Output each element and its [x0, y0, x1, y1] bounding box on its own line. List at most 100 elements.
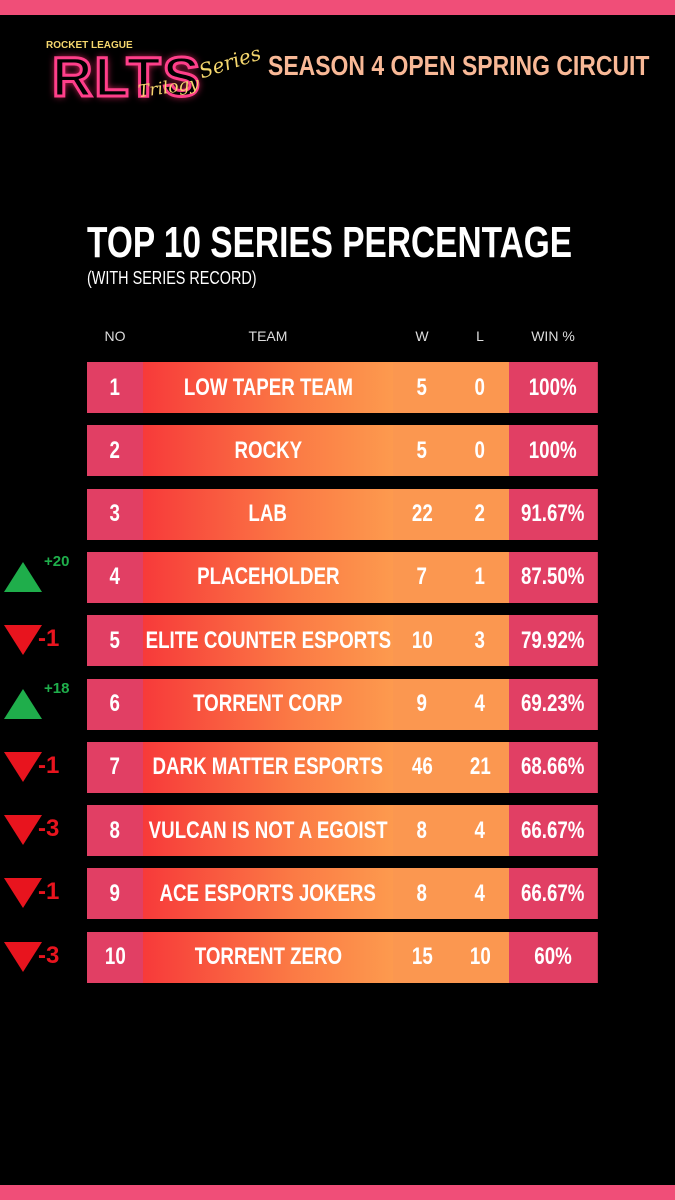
rank-change: -1 — [38, 751, 60, 779]
cell-text: 5 — [109, 626, 121, 654]
table-cell: TORRENT CORP — [143, 678, 394, 730]
table-cell: 7 — [393, 551, 452, 603]
cell-text: 8 — [416, 879, 428, 907]
down-arrow — [4, 751, 42, 782]
cell-text: 2 — [474, 500, 486, 528]
table-cell: VULCAN IS NOT A EGOIST — [143, 805, 394, 857]
table-cell: TORRENT ZERO — [143, 931, 394, 983]
column-header: W — [415, 328, 429, 344]
table-cell: 8 — [393, 868, 452, 920]
cell-text: 5 — [416, 373, 428, 401]
table-cell: 9 — [87, 868, 144, 920]
cell-text: VULCAN IS NOT A EGOIST — [148, 816, 388, 844]
cell-text: 60% — [534, 943, 572, 971]
cell-text: TORRENT ZERO — [194, 943, 342, 971]
table-cell: 4 — [451, 868, 510, 920]
table-cell: LOW TAPER TEAM — [143, 362, 394, 413]
title: TOP 10 SERIES PERCENTAGE — [87, 218, 573, 267]
cell-text: TORRENT CORP — [193, 690, 343, 717]
table-cell: 7 — [87, 741, 144, 793]
cell-text: 6 — [109, 690, 121, 717]
table-cell: 6 — [87, 678, 144, 730]
table-cell: 8 — [393, 805, 452, 857]
table-cell: 1 — [451, 551, 510, 603]
cell-text: 4 — [474, 816, 486, 844]
table-cell: 22 — [393, 488, 452, 540]
table-cell: 10 — [87, 931, 144, 983]
cell-text: 7 — [416, 563, 428, 591]
cell-text: 10 — [104, 943, 126, 971]
up-arrow — [4, 688, 42, 719]
cell-text: 1 — [109, 373, 121, 401]
cell-text: 10 — [411, 626, 433, 654]
cell-text: 4 — [474, 879, 486, 907]
cell-text: 100% — [529, 373, 577, 401]
table-cell: 5 — [393, 362, 452, 413]
cell-text: 15 — [411, 943, 433, 971]
down-arrow — [4, 941, 42, 972]
logo-top: ROCKET LEAGUE — [46, 40, 133, 51]
column-header: TEAM — [248, 328, 288, 344]
cell-text: LAB — [248, 500, 288, 528]
table-cell: 3 — [451, 615, 510, 667]
table-cell: 60% — [509, 931, 598, 983]
cell-text: 3 — [474, 626, 486, 654]
cell-text: LOW TAPER TEAM — [183, 373, 353, 401]
table-cell: ELITE COUNTER ESPORTS — [143, 615, 394, 667]
down-arrow — [4, 625, 42, 656]
cell-text: 79.92% — [521, 626, 585, 654]
cell-text: 1 — [474, 563, 486, 591]
cell-text: 8 — [109, 816, 121, 844]
cell-text: 9 — [109, 879, 121, 907]
up-arrow — [4, 561, 42, 592]
cell-text: 2 — [109, 436, 121, 464]
cell-text: 46 — [411, 753, 433, 781]
table-cell: ACE ESPORTS JOKERS — [143, 868, 394, 920]
rank-change: -3 — [38, 815, 60, 843]
cell-text: ELITE COUNTER ESPORTS — [145, 626, 391, 654]
cell-text: 21 — [469, 753, 491, 781]
table-cell: 79.92% — [509, 615, 598, 667]
cell-text: 100% — [529, 436, 577, 464]
table-cell: 21 — [451, 741, 510, 793]
table-cell: PLACEHOLDER — [143, 551, 394, 603]
table-cell: 10 — [393, 615, 452, 667]
cell-text: 7 — [109, 753, 121, 781]
cell-text: ROCKY — [234, 436, 302, 464]
subtitle: (WITH SERIES RECORD) — [87, 268, 257, 288]
rank-change: +20 — [44, 552, 70, 570]
table-cell: 10 — [451, 931, 510, 983]
rank-change: -1 — [38, 625, 60, 653]
cell-text: 68.66% — [521, 753, 585, 781]
table-cell: 2 — [451, 488, 510, 540]
rank-change: -1 — [38, 878, 60, 906]
column-header: L — [476, 328, 484, 344]
table-cell: 1 — [87, 362, 144, 413]
table-cell: 2 — [87, 425, 144, 477]
down-arrow — [4, 878, 42, 909]
down-arrow — [4, 815, 42, 846]
table-cell: 100% — [509, 425, 598, 477]
cell-text: PLACEHOLDER — [196, 563, 340, 591]
table-cell: 68.66% — [509, 741, 598, 793]
cell-text: 4 — [109, 563, 121, 591]
table-cell: 91.67% — [509, 488, 598, 540]
table-cell: 4 — [451, 678, 510, 730]
cell-text: 5 — [416, 436, 428, 464]
cell-text: 69.23% — [521, 690, 585, 717]
cell-text: DARK MATTER ESPORTS — [152, 753, 384, 781]
cell-text: 66.67% — [521, 816, 585, 844]
bottom-bar — [0, 1185, 675, 1200]
rank-change: -3 — [38, 941, 60, 969]
table-cell: DARK MATTER ESPORTS — [143, 741, 394, 793]
table-cell: 0 — [451, 425, 510, 477]
cell-text: 66.67% — [521, 879, 585, 907]
cell-text: 9 — [416, 690, 428, 717]
cell-text: 22 — [411, 500, 433, 528]
table-cell: 100% — [509, 362, 598, 413]
cell-text: 87.50% — [521, 563, 585, 591]
table-cell: 9 — [393, 678, 452, 730]
table-cell: 5 — [87, 615, 144, 667]
